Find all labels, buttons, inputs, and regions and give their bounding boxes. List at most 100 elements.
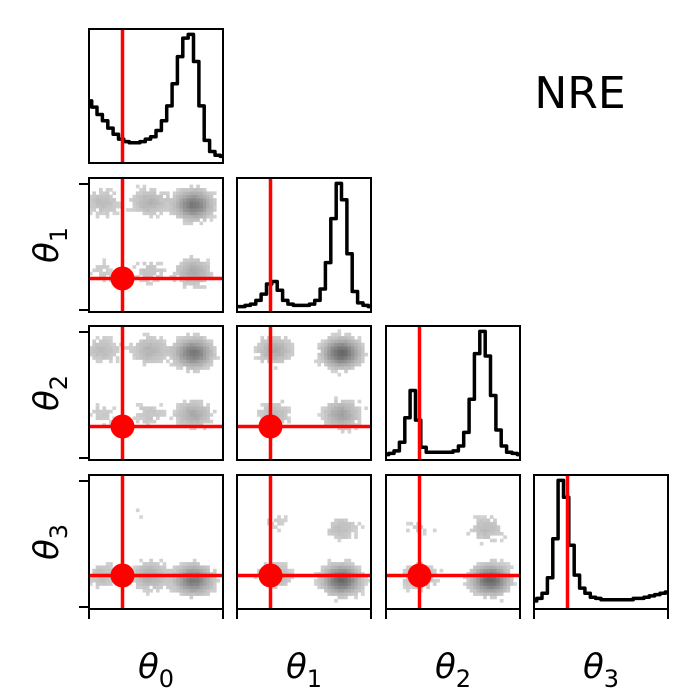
density-cell	[105, 352, 110, 357]
density-cell	[402, 585, 407, 590]
density-cell	[320, 575, 325, 580]
density-cell	[327, 582, 332, 586]
density-cell	[476, 528, 481, 533]
density-cell	[145, 281, 150, 286]
density-cell	[152, 191, 157, 196]
density-cell	[102, 278, 107, 283]
density-cell	[209, 413, 214, 417]
density-cell	[337, 575, 342, 580]
density-cell	[172, 588, 177, 593]
density-cell	[135, 204, 140, 209]
density-cell	[145, 416, 150, 421]
density-cell	[324, 416, 328, 421]
density-cell	[354, 595, 358, 600]
density-cell	[142, 406, 147, 411]
density-cell	[320, 339, 325, 344]
density-cell	[489, 528, 494, 533]
density-cell	[179, 356, 184, 360]
density-cell	[189, 403, 194, 407]
density-cell	[260, 352, 265, 357]
density-cell	[182, 575, 187, 580]
density-cell	[473, 575, 477, 580]
density-cell	[179, 359, 184, 364]
density-cell	[493, 592, 497, 596]
density-cell	[202, 285, 207, 289]
density-cell	[196, 413, 200, 417]
density-cell	[186, 339, 190, 344]
density-cell	[320, 413, 325, 417]
density-cell	[179, 562, 184, 566]
density-cell	[192, 403, 197, 407]
density-cell	[337, 372, 342, 377]
density-cell	[105, 194, 110, 199]
density-cell	[202, 356, 207, 360]
density-cell	[280, 416, 285, 421]
marginal-histogram-θ2	[386, 329, 520, 457]
density-cell	[503, 585, 507, 590]
density-cell	[152, 578, 157, 583]
density-cell	[186, 575, 190, 580]
density-cell	[354, 578, 358, 583]
density-cell	[406, 521, 410, 526]
density-cell	[189, 359, 194, 364]
density-cell	[196, 409, 200, 414]
density-cell	[202, 349, 207, 354]
density-cell	[290, 568, 295, 573]
density-cell	[493, 521, 497, 526]
density-cell	[473, 578, 477, 583]
density-cell	[283, 339, 288, 344]
density-cell	[337, 366, 342, 370]
density-cell	[202, 362, 207, 367]
density-cell	[149, 356, 153, 360]
density-cell	[263, 352, 268, 357]
density-cell	[142, 271, 147, 276]
density-cell	[102, 356, 107, 360]
density-cell	[202, 409, 207, 414]
density-cell	[509, 582, 514, 586]
truth-point-θ0-θ3	[110, 563, 135, 588]
density-cell	[489, 585, 494, 590]
density-cell	[476, 531, 481, 536]
density-cell	[92, 268, 96, 273]
density-cell	[347, 352, 352, 357]
density-cell	[102, 194, 107, 199]
density-cell	[280, 352, 285, 357]
density-cell	[263, 409, 268, 414]
density-cell	[149, 565, 153, 570]
density-cell	[324, 346, 328, 350]
density-cell	[196, 218, 200, 222]
density-cell	[483, 582, 487, 586]
density-cell	[196, 565, 200, 570]
density-cell	[176, 194, 180, 199]
density-cell	[330, 562, 335, 566]
density-cell	[115, 346, 120, 350]
density-cell	[357, 568, 362, 573]
density-cell	[337, 409, 342, 414]
density-cell	[89, 198, 93, 202]
density-cell	[196, 582, 200, 586]
density-cell	[145, 271, 150, 276]
density-cell	[280, 359, 285, 364]
density-cell	[199, 409, 204, 414]
density-cell	[145, 356, 150, 360]
density-cell	[506, 578, 511, 583]
density-cell	[486, 578, 491, 583]
density-cell	[330, 342, 335, 347]
density-cell	[473, 525, 477, 529]
density-cell	[95, 336, 100, 340]
density-cell	[189, 356, 194, 360]
density-cell	[479, 542, 484, 546]
density-cell	[186, 362, 190, 367]
density-cell	[192, 339, 197, 344]
density-cell	[182, 419, 187, 424]
density-cell	[166, 191, 170, 196]
density-cell	[412, 585, 417, 590]
density-cell	[327, 406, 332, 411]
density-cell	[152, 208, 157, 212]
density-cell	[489, 515, 494, 519]
density-cell	[506, 568, 511, 573]
density-cell	[192, 558, 197, 563]
density-cell	[179, 349, 184, 354]
density-cell	[192, 278, 197, 283]
